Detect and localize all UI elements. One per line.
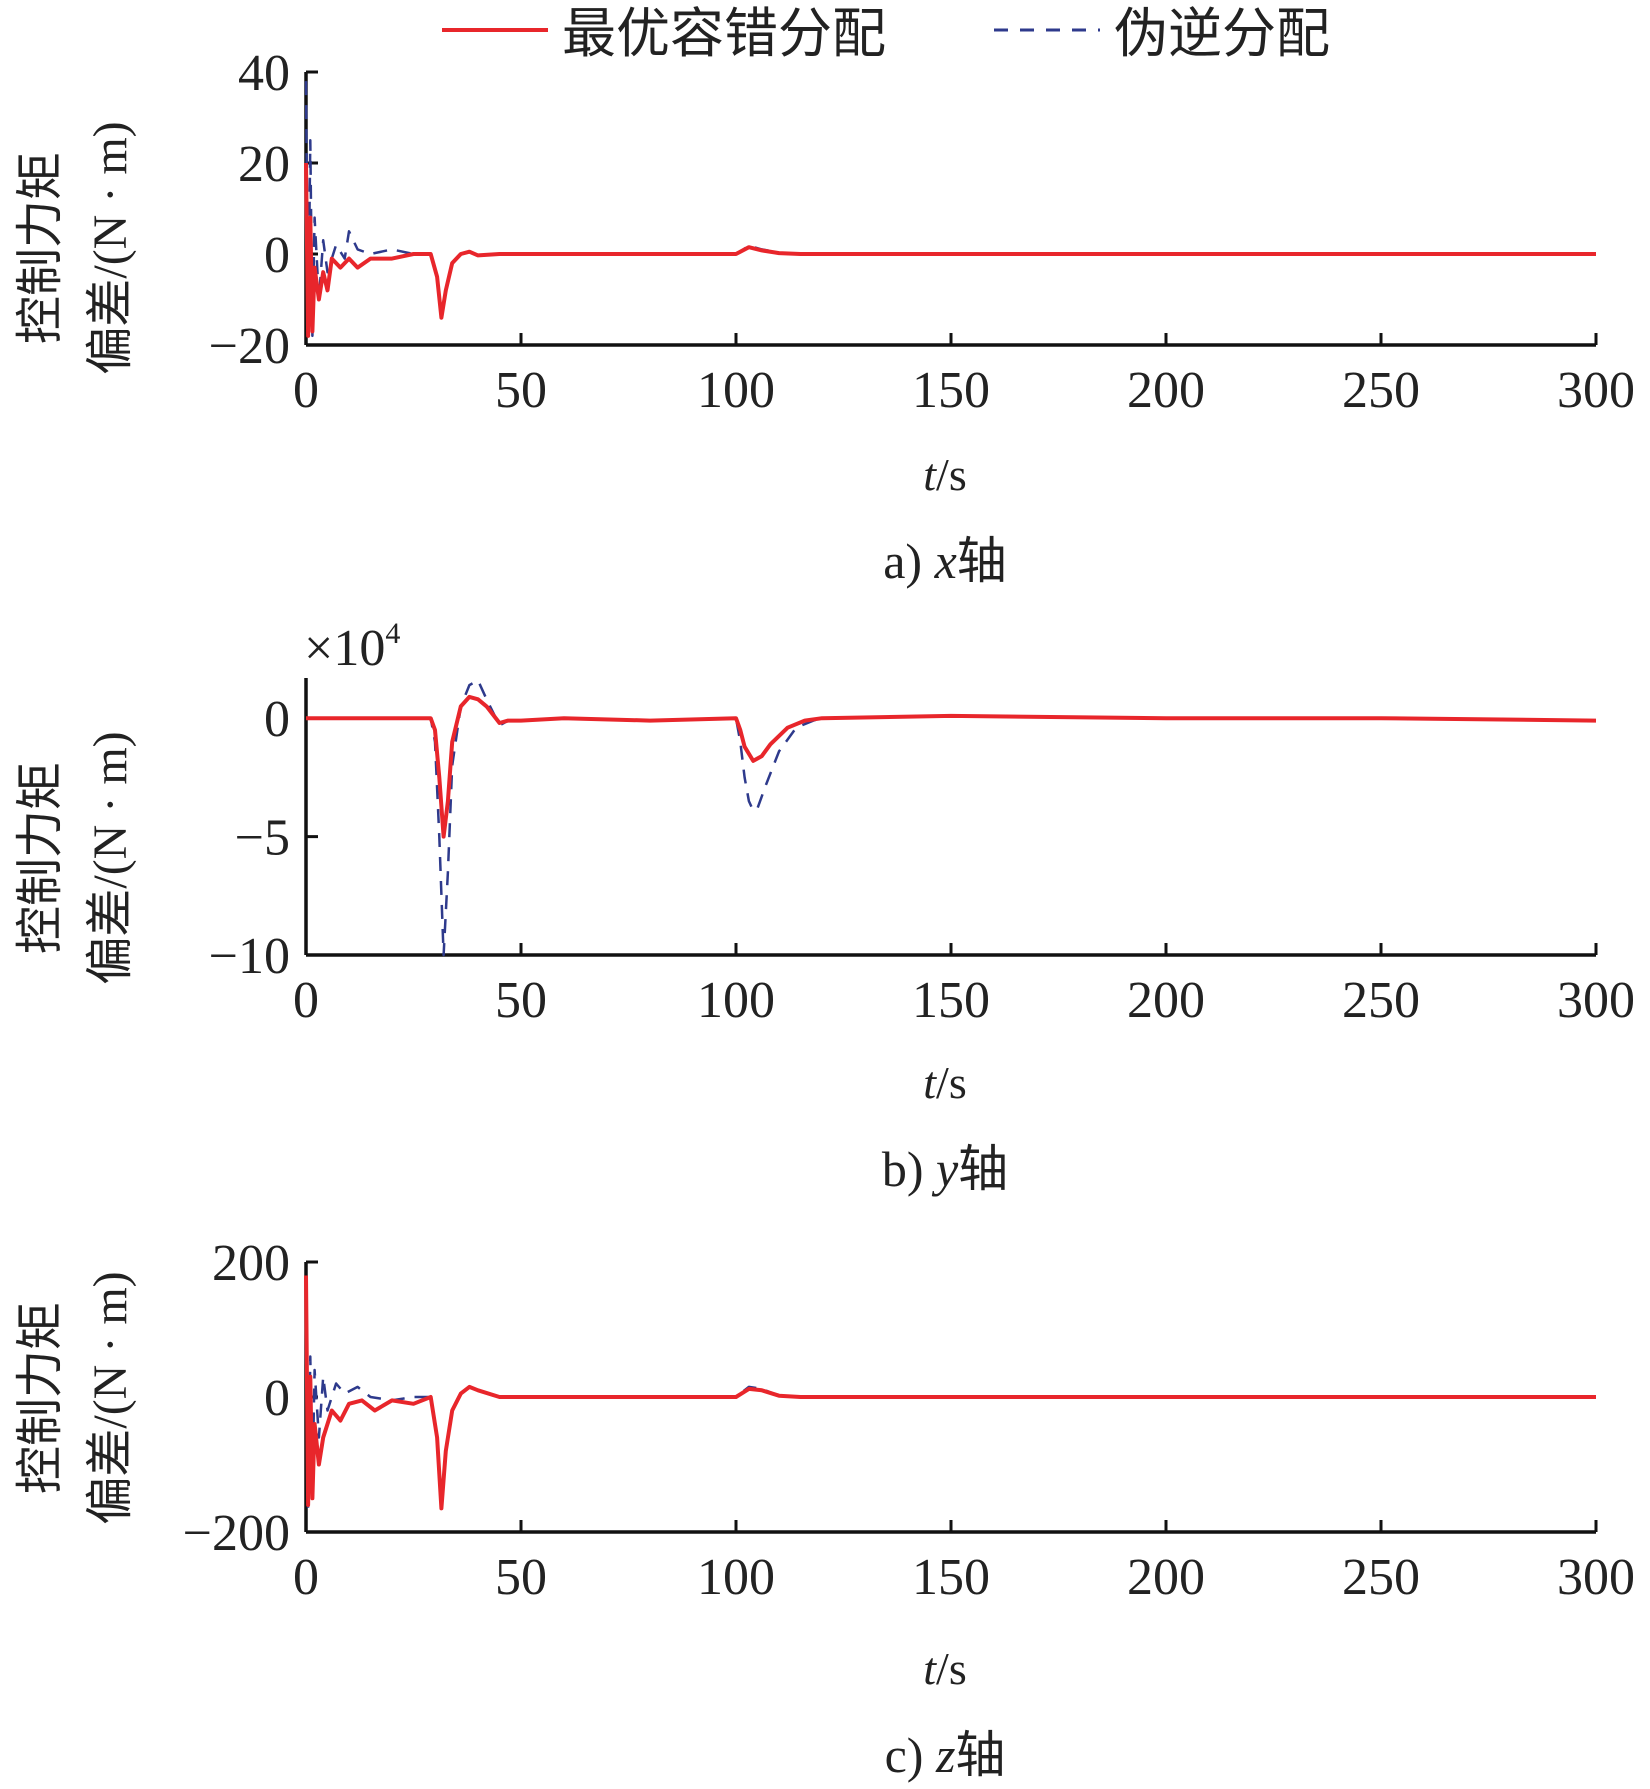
y-tick-label: −20 — [209, 318, 290, 375]
x-tick-label: 200 — [1127, 972, 1205, 1029]
x-tick-label: 100 — [697, 362, 775, 419]
chart-panel-y: 控制力矩 偏差/(N · m) ×104 t/s b) y轴 0 50 100 150… — [14, 617, 1635, 1197]
y-tick-label: −5 — [235, 810, 290, 867]
series-line-optimal — [306, 694, 1597, 839]
x-tick-label: 50 — [495, 972, 547, 1029]
x-tick-label: 0 — [293, 362, 319, 419]
y-axis-label-line2: 偏差/(N · m) — [84, 121, 137, 374]
y-tick-label: 20 — [238, 136, 290, 193]
y-axis-label-line1: 控制力矩 — [14, 762, 67, 954]
series-line-optimal — [304, 1275, 1596, 1511]
y-tick-label: 0 — [264, 691, 290, 748]
x-axis-label: t/s — [923, 1057, 966, 1108]
y-axis-label-line2: 偏差/(N · m) — [84, 1271, 137, 1524]
x-tick-label: 300 — [1557, 362, 1635, 419]
y-tick-label: 200 — [212, 1235, 290, 1292]
x-axis-label: t/s — [923, 449, 966, 500]
y-axis-label-line1: 控制力矩 — [14, 1302, 67, 1494]
y-axis-multiplier: ×104 — [304, 617, 400, 677]
x-tick-label: 250 — [1342, 362, 1420, 419]
x-tick-label: 300 — [1557, 1549, 1635, 1606]
panel-caption: b) y轴 — [882, 1141, 1008, 1197]
y-axis-label-line2: 偏差/(N · m) — [84, 731, 137, 984]
x-tick-label: 200 — [1127, 362, 1205, 419]
x-tick-label: 250 — [1342, 1549, 1420, 1606]
x-tick-label: 300 — [1557, 972, 1635, 1029]
series-line-pinv — [304, 1349, 1596, 1514]
chart-panel-x: 控制力矩 偏差/(N · m) t/s a) x轴 0 50 100 150 200 25… — [14, 45, 1635, 589]
legend-label-optimal: 最优容错分配 — [562, 4, 886, 64]
series-line-optimal — [304, 162, 1596, 338]
y-tick-label: 0 — [264, 1370, 290, 1427]
x-tick-label: 150 — [912, 1549, 990, 1606]
y-tick-label: −200 — [183, 1505, 290, 1562]
x-tick-label: 0 — [293, 972, 319, 1029]
x-tick-label: 250 — [1342, 972, 1420, 1029]
y-tick-label: 40 — [238, 45, 290, 102]
x-axis-label: t/s — [923, 1643, 966, 1694]
x-tick-label: 150 — [912, 972, 990, 1029]
panel-caption: c) z轴 — [885, 1727, 1006, 1783]
x-tick-label: 150 — [912, 362, 990, 419]
legend: 最优容错分配 伪逆分配 — [442, 4, 1330, 64]
y-tick-label: −10 — [209, 928, 290, 985]
legend-label-pinv: 伪逆分配 — [1114, 4, 1330, 64]
y-tick-label: 0 — [264, 227, 290, 284]
y-axis-label-line1: 控制力矩 — [14, 152, 67, 344]
series-line-pinv — [304, 81, 1596, 342]
x-tick-label: 50 — [495, 362, 547, 419]
x-tick-label: 100 — [697, 1549, 775, 1606]
x-tick-label: 0 — [293, 1549, 319, 1606]
panel-caption: a) x轴 — [883, 533, 1007, 589]
x-tick-label: 100 — [697, 972, 775, 1029]
x-tick-label: 50 — [495, 1549, 547, 1606]
x-tick-label: 200 — [1127, 1549, 1205, 1606]
chart-panel-z: 控制力矩 偏差/(N · m) t/s c) z轴 0 50 100 150 200 25… — [14, 1235, 1635, 1783]
